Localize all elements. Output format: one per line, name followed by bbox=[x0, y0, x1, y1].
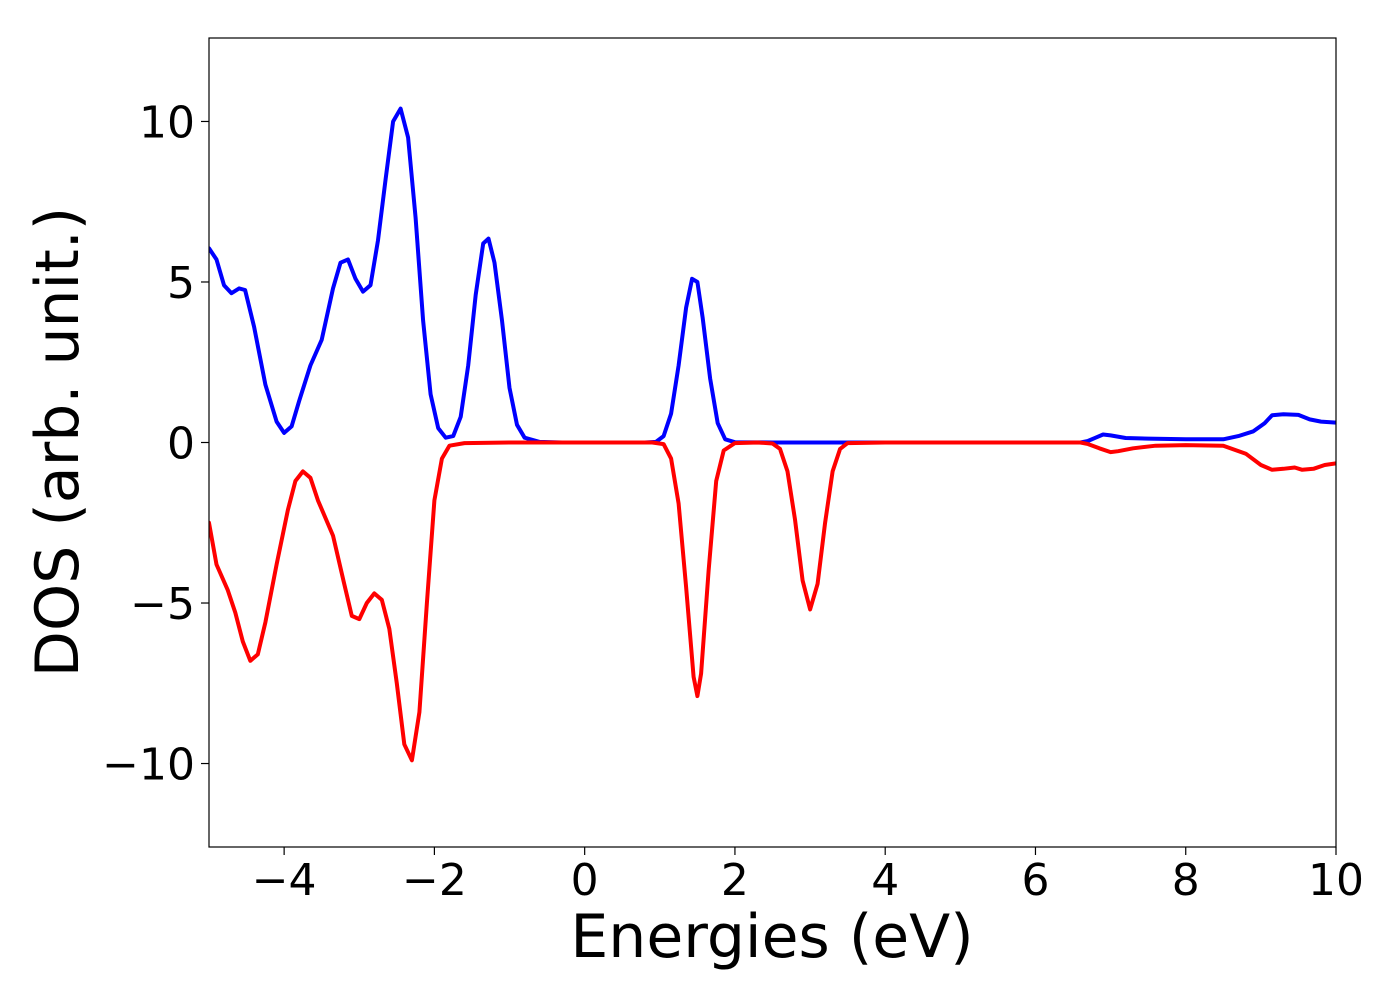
series-layer bbox=[209, 106, 1336, 763]
y-tick-label: 5 bbox=[167, 258, 195, 309]
x-tick-label: 0 bbox=[571, 855, 599, 906]
plot-area bbox=[209, 106, 1336, 763]
dos-series-line-2 bbox=[209, 440, 1336, 763]
x-tick-label: 6 bbox=[1021, 855, 1049, 906]
x-tick-label: 8 bbox=[1172, 855, 1200, 906]
x-axis-label: Energies (eV) bbox=[570, 902, 973, 972]
x-tick-label: −2 bbox=[402, 855, 467, 906]
y-tick-label: −10 bbox=[102, 740, 195, 791]
y-tick-label: 10 bbox=[139, 97, 195, 148]
x-axis-ticks: −4 −2 0 2 4 6 8 10 bbox=[252, 847, 1364, 906]
x-tick-label: 2 bbox=[721, 855, 749, 906]
x-tick-label: −4 bbox=[252, 855, 317, 906]
y-axis-label: DOS (arb. unit.) bbox=[23, 207, 93, 677]
dos-series-line-1 bbox=[209, 106, 1336, 445]
y-tick-label: 0 bbox=[167, 419, 195, 470]
y-tick-label: −5 bbox=[130, 579, 195, 630]
x-tick-label: 4 bbox=[871, 855, 899, 906]
x-tick-label: 10 bbox=[1308, 855, 1364, 906]
y-axis-ticks: 10 5 0 −5 −10 bbox=[102, 97, 209, 791]
